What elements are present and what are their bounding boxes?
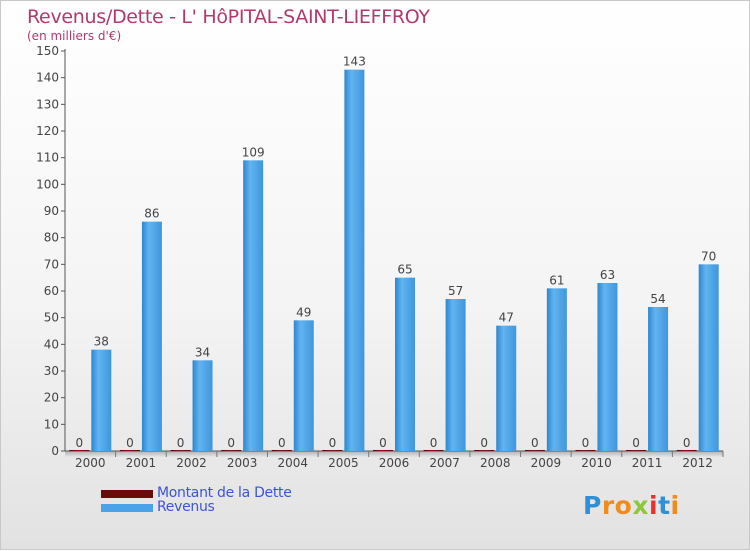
y-tick-label: 60 (44, 284, 59, 298)
data-label-debt: 0 (329, 436, 337, 450)
y-tick-label: 0 (51, 444, 59, 458)
data-label-revenus: 70 (701, 249, 716, 263)
x-tick-label: 2012 (682, 456, 713, 470)
data-label-revenus: 57 (448, 284, 463, 298)
bar-debt (373, 450, 393, 451)
y-tick-label: 150 (36, 44, 59, 58)
data-label-debt: 0 (683, 436, 691, 450)
y-tick-label: 40 (44, 337, 59, 351)
bar-debt (170, 450, 191, 451)
bar-debt (524, 450, 545, 451)
y-tick-label: 30 (44, 364, 59, 378)
data-label-revenus: 65 (397, 263, 412, 277)
bar-revenus (192, 360, 213, 451)
data-label-revenus: 34 (195, 345, 210, 359)
data-label-debt: 0 (379, 436, 387, 450)
y-tick-label: 120 (36, 124, 59, 138)
x-tick-label: 2007 (429, 456, 460, 470)
x-tick-label: 2004 (277, 456, 308, 470)
bar-revenus (344, 69, 365, 452)
data-label-revenus: 63 (600, 268, 615, 282)
bar-debt (119, 450, 140, 451)
chart-subtitle: (en milliers d'€) (27, 29, 122, 43)
bar-revenus (395, 277, 415, 451)
data-label-revenus: 47 (499, 311, 514, 325)
chart-title: Revenus/Dette - L' HôPITAL-SAINT-LIEFFRO… (27, 6, 430, 28)
x-tick-label: 2005 (328, 456, 359, 470)
logo-letter: x (632, 491, 649, 520)
bar-debt (69, 450, 90, 451)
y-tick-label: 10 (44, 417, 59, 431)
bar-revenus (293, 320, 314, 451)
bar-debt (271, 450, 292, 451)
data-label-revenus: 38 (94, 335, 109, 349)
bar-debt (474, 450, 495, 451)
y-tick-label: 110 (36, 151, 59, 165)
x-tick-label: 2008 (480, 456, 511, 470)
data-label-revenus: 143 (343, 55, 366, 69)
x-tick-label: 2010 (581, 456, 612, 470)
legend-label-revenus: Revenus (157, 499, 215, 515)
y-tick-label: 140 (36, 71, 59, 85)
logo-letter: t (658, 491, 671, 520)
data-label-revenus: 86 (144, 207, 159, 221)
bar-revenus (496, 325, 517, 451)
y-tick-label: 100 (36, 177, 59, 191)
proxiti-logo: Proxiti (583, 491, 680, 520)
legend-swatch-revenus (101, 504, 153, 512)
y-tick-label: 70 (44, 257, 59, 271)
bar-revenus (648, 307, 669, 451)
bar-debt (423, 450, 444, 451)
data-label-debt: 0 (177, 436, 185, 450)
legend-label-debt: Montant de la Dette (157, 485, 292, 501)
x-tick-label: 2000 (75, 456, 106, 470)
bar-revenus (91, 349, 112, 451)
x-tick-label: 2002 (176, 456, 207, 470)
data-label-debt: 0 (430, 436, 438, 450)
data-label-debt: 0 (126, 436, 134, 450)
x-tick-label: 2003 (227, 456, 258, 470)
y-tick-label: 20 (44, 391, 59, 405)
data-label-debt: 0 (582, 436, 590, 450)
y-tick-label: 130 (36, 97, 59, 111)
logo-letter: r (601, 491, 615, 520)
data-label-revenus: 61 (549, 273, 564, 287)
data-label-debt: 0 (480, 436, 488, 450)
legend-swatch-debt (101, 490, 153, 498)
y-tick-label: 80 (44, 231, 59, 245)
y-tick-label: 50 (44, 311, 59, 325)
data-label-revenus: 49 (296, 305, 311, 319)
bar-revenus (597, 283, 618, 451)
bar-debt (676, 450, 697, 451)
data-label-revenus: 109 (242, 145, 265, 159)
logo-letter: P (583, 491, 602, 520)
logo-letter: i (670, 491, 680, 520)
bar-revenus (546, 288, 567, 451)
bar-debt (575, 450, 596, 451)
bar-revenus (445, 299, 466, 451)
bar-revenus (243, 160, 264, 452)
data-label-revenus: 54 (650, 292, 665, 306)
data-label-debt: 0 (531, 436, 539, 450)
data-label-debt: 0 (75, 436, 83, 450)
bar-debt (322, 450, 343, 451)
bar-revenus (698, 264, 719, 451)
x-tick-label: 2011 (632, 456, 663, 470)
x-axis-floor (65, 451, 723, 457)
data-label-debt: 0 (278, 436, 286, 450)
bar-debt (221, 450, 242, 451)
bar-revenus (141, 221, 162, 451)
x-tick-label: 2009 (531, 456, 562, 470)
bar-debt (626, 450, 647, 451)
logo-letter: i (649, 491, 659, 520)
x-tick-label: 2006 (379, 456, 410, 470)
data-label-debt: 0 (227, 436, 235, 450)
x-tick-label: 2001 (126, 456, 157, 470)
logo-letter: o (614, 491, 633, 520)
y-tick-label: 90 (44, 204, 59, 218)
data-label-debt: 0 (632, 436, 640, 450)
